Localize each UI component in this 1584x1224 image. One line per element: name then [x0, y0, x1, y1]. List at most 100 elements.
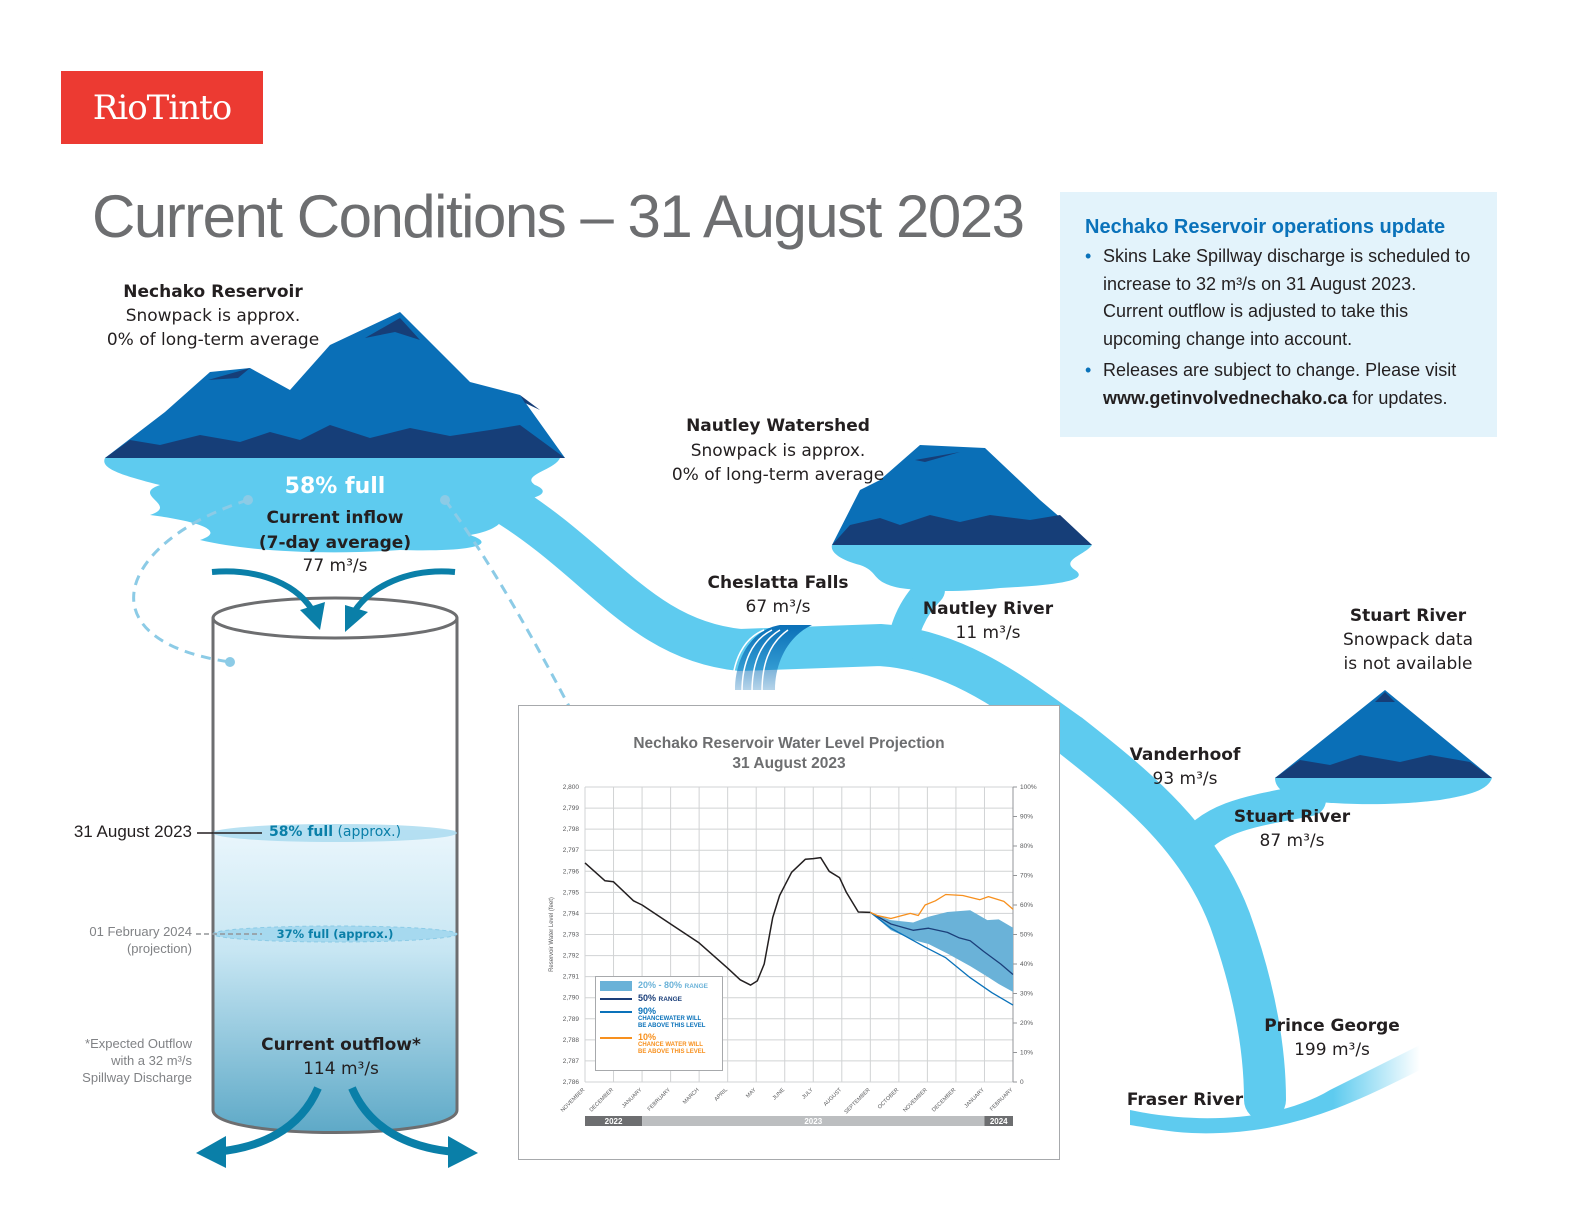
- fraser-river: [1130, 1045, 1420, 1134]
- series-line-3: [870, 893, 1014, 920]
- nautley-river-name: Nautley River: [922, 599, 1054, 619]
- y-tick-label: 2,794: [563, 910, 580, 917]
- y-tick-label: 2,789: [563, 1016, 580, 1023]
- year-label: 2023: [804, 1117, 822, 1126]
- inflow-sublabel: (7-day average): [258, 533, 412, 553]
- operations-update-box: Nechako Reservoir operations update Skin…: [1060, 192, 1497, 437]
- legend-p90-swatch: [600, 1011, 632, 1013]
- y-tick-label: 2,792: [563, 953, 580, 960]
- reservoir-cylinder: [196, 596, 459, 1134]
- x-tick-label: DECEMBER: [931, 1087, 957, 1113]
- year-label: 2024: [990, 1117, 1008, 1126]
- legend-band-swatch: [600, 981, 632, 991]
- x-tick-label: APRIL: [714, 1087, 729, 1102]
- stuart-snowpack-line1: Snowpack data: [1343, 630, 1473, 650]
- y-tick-label: 2,800: [563, 784, 580, 791]
- chart-legend: 20% - 80% RANGE 50% RANGE 90% CHANCEWATER…: [595, 976, 723, 1071]
- projection-note: (projection): [126, 941, 192, 956]
- legend-p10-line2: BE ABOVE THIS LEVEL: [638, 1049, 706, 1055]
- chart-title: Nechako Reservoir Water Level Projection: [633, 735, 945, 752]
- y2-tick-label: 50%: [1020, 932, 1033, 939]
- legend-p90: 90% CHANCEWATER WILL BE ABOVE THIS LEVEL: [600, 1007, 718, 1030]
- operations-update-heading: Nechako Reservoir operations update: [1085, 216, 1446, 238]
- y-axis-label: Reservoir Water Level (feet): [549, 897, 555, 972]
- nechako-mountains: [105, 312, 565, 458]
- outflow-footnote: *Expected Outflow with a 32 m³/s Spillway …: [82, 1035, 192, 1086]
- current-level-label: 58% full (approx.): [269, 824, 401, 840]
- stuart-mountain: [1275, 690, 1492, 778]
- rio-tinto-logo: RioTinto: [61, 71, 263, 144]
- update-bullet-2: Releases are subject to change. Please v…: [1085, 357, 1477, 412]
- y2-tick-label: 40%: [1020, 961, 1033, 968]
- nechako-reservoir-name: Nechako Reservoir: [123, 282, 303, 302]
- legend-median-pct: 50%: [638, 993, 657, 1003]
- x-tick-label: DECEMBER: [589, 1087, 615, 1113]
- legend-p10-pct: 10%: [638, 1032, 657, 1042]
- x-tick-label: FEBRUARY: [989, 1087, 1015, 1113]
- y-tick-label: 2,791: [563, 974, 580, 981]
- chart-plot: 2,786 2,787 2,788 2,789 2,790 2,791 2,792 2,793…: [549, 784, 1037, 1126]
- vanderhoof-value: 93 m³/s: [1152, 769, 1218, 789]
- nechako-snowpack-line2: 0% of long-term average: [106, 330, 320, 350]
- y2-tick-label: 10%: [1020, 1050, 1033, 1057]
- current-level-note: (approx.): [333, 824, 402, 840]
- x-tick-label: JULY: [801, 1087, 815, 1101]
- nautley-river-value: 11 m³/s: [955, 623, 1021, 643]
- series-line-2: [869, 911, 1014, 1006]
- y2-tick-label: 0: [1020, 1079, 1024, 1086]
- y2-tick-label: 90%: [1020, 814, 1033, 821]
- bullet2-suffix: for updates.: [1347, 387, 1448, 408]
- footnote-line1: *Expected Outflow: [85, 1036, 192, 1051]
- legend-p10-swatch: [600, 1037, 632, 1039]
- cheslatta-falls-icon: [731, 625, 812, 693]
- vanderhoof-name: Vanderhoof: [1129, 745, 1241, 765]
- series-line-0: [584, 856, 871, 986]
- projection-date-label: 01 February 2024: [89, 924, 192, 939]
- y-tick-label: 2,786: [563, 1079, 580, 1086]
- x-tick-label: MARCH: [682, 1087, 701, 1106]
- stuart-snowpack-line2: is not available: [1343, 654, 1473, 674]
- y2-tick-label: 100%: [1020, 784, 1037, 791]
- stuart-watershed-name: Stuart River: [1349, 606, 1467, 626]
- legend-band-word: RANGE: [684, 983, 709, 990]
- legend-p90-line1: CHANCEWATER WILL: [638, 1016, 702, 1022]
- current-level-value: 58% full: [268, 824, 333, 840]
- y2-tick-label: 30%: [1020, 991, 1033, 998]
- cheslatta-falls-name: Cheslatta Falls: [707, 573, 849, 593]
- x-tick-label: FEBRUARY: [647, 1087, 673, 1113]
- legend-p90-pct: 90%: [638, 1006, 657, 1016]
- y-tick-label: 2,797: [563, 847, 580, 854]
- x-tick-label: AUGUST: [823, 1087, 844, 1108]
- x-tick-label: OCTOBER: [877, 1087, 900, 1110]
- series-line-1: [869, 911, 1014, 975]
- cheslatta-falls-value: 67 m³/s: [745, 597, 811, 617]
- inflow-value: 77 m³/s: [302, 556, 368, 576]
- nautley-mountain: [832, 445, 1092, 545]
- year-bar-2024: [984, 1116, 1013, 1126]
- legend-median: 50% RANGE: [600, 994, 718, 1004]
- update-bullet-1: Skins Lake Spillway discharge is schedul…: [1085, 243, 1477, 353]
- y-tick-label: 2,795: [563, 889, 580, 896]
- stuart-river-name: Stuart River: [1233, 807, 1351, 827]
- chart-subtitle: 31 August 2023: [732, 755, 846, 772]
- stuart-river-value: 87 m³/s: [1259, 831, 1325, 851]
- y-tick-label: 2,787: [563, 1058, 580, 1065]
- inflow-arrows-icon: [211, 568, 456, 617]
- outflow-arrows-icon: [214, 1086, 456, 1156]
- connector-lines: [132, 498, 585, 734]
- year-bar-2022: [585, 1116, 643, 1126]
- x-tick-label: NOVEMBER: [902, 1087, 929, 1114]
- legend-median-swatch: [600, 998, 632, 1000]
- legend-median-word: RANGE: [658, 996, 683, 1003]
- x-tick-label: MAY: [745, 1087, 758, 1100]
- y-tick-label: 2,798: [563, 826, 580, 833]
- prince-george-value: 199 m³/s: [1294, 1040, 1370, 1060]
- y-tick-label: 2,788: [563, 1037, 580, 1044]
- nautley-snowpack-line1: Snowpack is approx.: [690, 441, 866, 461]
- outflow-value: 114 m³/s: [303, 1059, 379, 1079]
- nautley-lake: [831, 545, 1092, 591]
- website-link[interactable]: www.getinvolvednechako.ca: [1103, 387, 1348, 408]
- prince-george-name: Prince George: [1264, 1016, 1400, 1036]
- bullet2-text: Releases are subject to change. Please v…: [1103, 360, 1457, 380]
- footnote-line2: with a 32 m³/s: [111, 1053, 192, 1068]
